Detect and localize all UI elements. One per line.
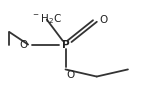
Text: O: O: [100, 15, 108, 25]
Text: $\mathsf{^-H_2C}$: $\mathsf{^-H_2C}$: [31, 13, 62, 27]
Text: O: O: [66, 70, 75, 80]
Text: O: O: [19, 40, 27, 49]
Text: P: P: [62, 40, 69, 49]
